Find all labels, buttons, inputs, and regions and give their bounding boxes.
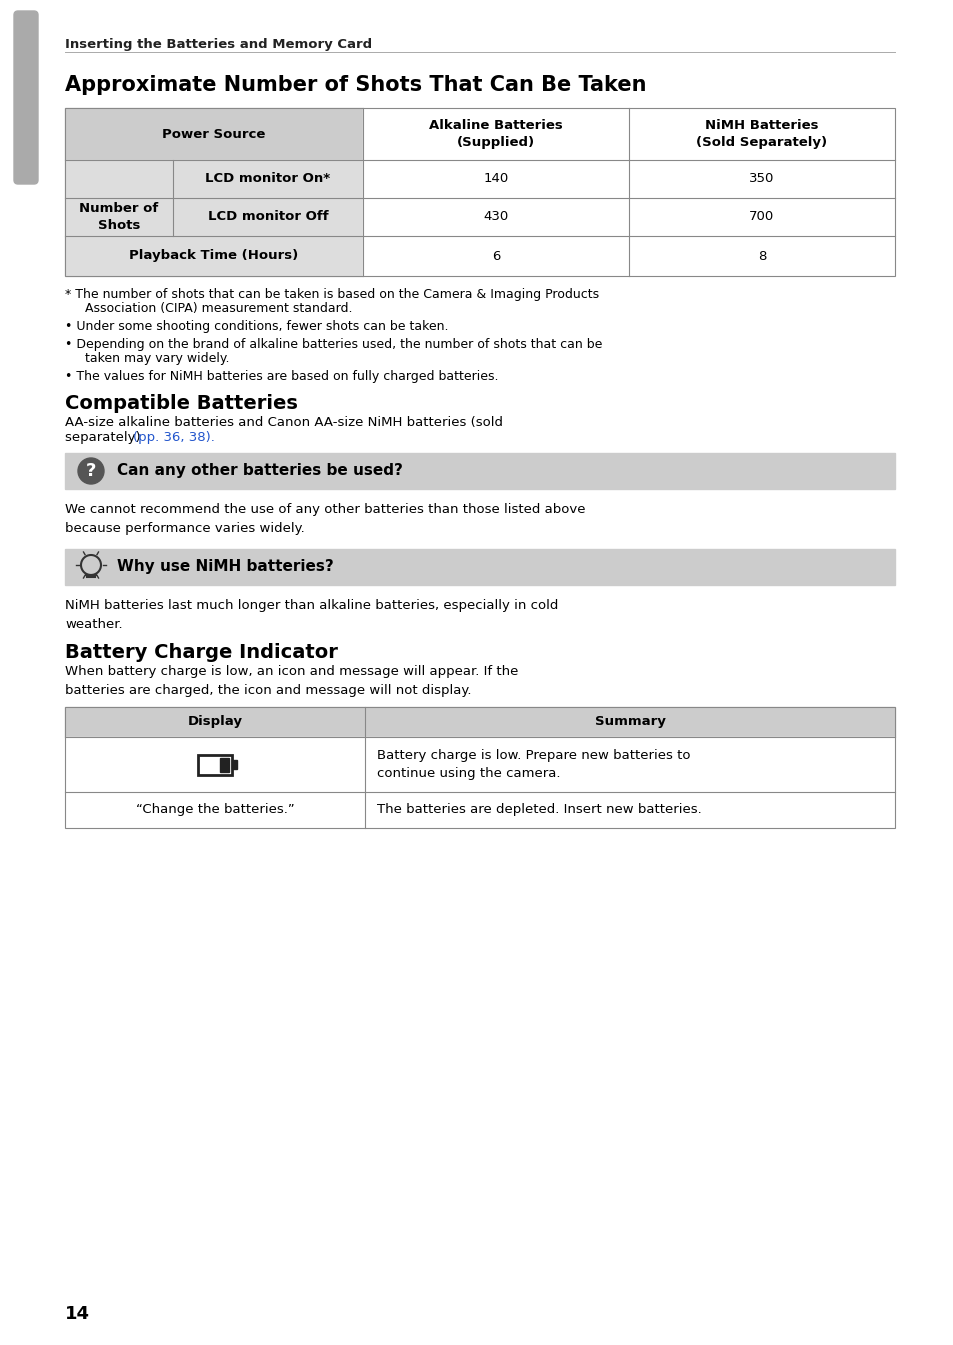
Text: NiMH batteries last much longer than alkaline batteries, especially in cold
weat: NiMH batteries last much longer than alk…: [65, 599, 558, 631]
Bar: [65, 707, 894, 829]
Text: NiMH Batteries
(Sold Separately): NiMH Batteries (Sold Separately): [696, 118, 826, 149]
Bar: [65, 737, 894, 792]
Text: Power Source: Power Source: [162, 128, 265, 140]
Text: Can any other batteries be used?: Can any other batteries be used?: [117, 464, 402, 479]
Bar: [65, 453, 894, 490]
Text: 14: 14: [65, 1305, 90, 1323]
Text: The batteries are depleted. Insert new batteries.: The batteries are depleted. Insert new b…: [376, 803, 701, 816]
Text: • The values for NiMH batteries are based on fully charged batteries.: • The values for NiMH batteries are base…: [65, 370, 498, 383]
Text: When battery charge is low, an icon and message will appear. If the
batteries ar: When battery charge is low, an icon and …: [65, 664, 517, 697]
Bar: [65, 549, 894, 585]
Text: 8: 8: [757, 250, 765, 262]
Bar: [65, 707, 894, 737]
Bar: [232, 760, 236, 769]
Bar: [363, 108, 628, 160]
Text: (pp. 36, 38).: (pp. 36, 38).: [132, 430, 214, 444]
Bar: [628, 160, 894, 198]
Bar: [65, 108, 363, 160]
Text: 430: 430: [483, 211, 508, 223]
Text: AA-size alkaline batteries and Canon AA-size NiMH batteries (sold: AA-size alkaline batteries and Canon AA-…: [65, 416, 502, 429]
Circle shape: [78, 459, 104, 484]
Text: Association (CIPA) measurement standard.: Association (CIPA) measurement standard.: [77, 303, 352, 315]
Bar: [628, 235, 894, 276]
Text: 140: 140: [483, 172, 508, 186]
Bar: [220, 757, 229, 772]
Text: Playback Time (Hours): Playback Time (Hours): [130, 250, 298, 262]
Text: We cannot recommend the use of any other batteries than those listed above
becau: We cannot recommend the use of any other…: [65, 503, 585, 535]
Text: Display: Display: [188, 716, 242, 729]
Text: Why use NiMH batteries?: Why use NiMH batteries?: [117, 560, 334, 574]
Bar: [363, 160, 628, 198]
Bar: [172, 160, 363, 198]
Text: LCD monitor Off: LCD monitor Off: [208, 211, 328, 223]
Bar: [363, 235, 628, 276]
Text: separately): separately): [65, 430, 145, 444]
Text: 6: 6: [492, 250, 499, 262]
Text: 350: 350: [748, 172, 774, 186]
Text: ?: ?: [86, 461, 96, 480]
Bar: [65, 160, 172, 198]
Text: Compatible Batteries: Compatible Batteries: [65, 394, 297, 413]
Bar: [172, 198, 363, 235]
Bar: [628, 108, 894, 160]
Bar: [198, 755, 232, 775]
Text: taken may vary widely.: taken may vary widely.: [77, 352, 230, 364]
Text: Inserting the Batteries and Memory Card: Inserting the Batteries and Memory Card: [65, 38, 372, 51]
Text: • Under some shooting conditions, fewer shots can be taken.: • Under some shooting conditions, fewer …: [65, 320, 448, 334]
Text: • Depending on the brand of alkaline batteries used, the number of shots that ca: • Depending on the brand of alkaline bat…: [65, 338, 601, 351]
FancyBboxPatch shape: [14, 11, 38, 184]
Bar: [65, 235, 363, 276]
Text: Number of
Shots: Number of Shots: [79, 202, 158, 231]
Text: * The number of shots that can be taken is based on the Camera & Imaging Product: * The number of shots that can be taken …: [65, 288, 598, 301]
Bar: [363, 198, 628, 235]
Text: Summary: Summary: [594, 716, 665, 729]
Text: LCD monitor On*: LCD monitor On*: [205, 172, 331, 186]
Bar: [65, 198, 172, 235]
Text: Approximate Number of Shots That Can Be Taken: Approximate Number of Shots That Can Be …: [65, 75, 646, 95]
Text: “Change the batteries.”: “Change the batteries.”: [135, 803, 294, 816]
Bar: [65, 792, 894, 829]
Text: 700: 700: [749, 211, 774, 223]
Text: Battery Charge Indicator: Battery Charge Indicator: [65, 643, 337, 662]
Bar: [65, 108, 894, 276]
Text: Alkaline Batteries
(Supplied): Alkaline Batteries (Supplied): [429, 118, 562, 149]
Bar: [628, 198, 894, 235]
Text: Battery charge is low. Prepare new batteries to
continue using the camera.: Battery charge is low. Prepare new batte…: [376, 749, 690, 780]
